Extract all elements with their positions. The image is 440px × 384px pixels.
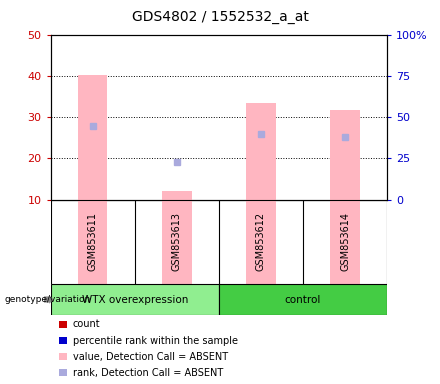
Bar	[162, 200, 191, 284]
Text: percentile rank within the sample: percentile rank within the sample	[73, 336, 238, 346]
Text: GSM853611: GSM853611	[88, 212, 98, 271]
Bar	[78, 200, 107, 284]
Text: WTX overexpression: WTX overexpression	[81, 295, 188, 305]
Text: count: count	[73, 319, 100, 329]
Bar	[330, 110, 360, 200]
Bar	[246, 200, 276, 284]
Bar	[219, 284, 387, 315]
Bar	[51, 284, 219, 315]
Text: rank, Detection Call = ABSENT: rank, Detection Call = ABSENT	[73, 368, 223, 378]
Text: control: control	[285, 295, 321, 305]
Text: GSM853612: GSM853612	[256, 212, 266, 271]
Text: GDS4802 / 1552532_a_at: GDS4802 / 1552532_a_at	[132, 10, 308, 24]
Bar	[162, 191, 191, 200]
Text: value, Detection Call = ABSENT: value, Detection Call = ABSENT	[73, 352, 228, 362]
Bar	[246, 103, 276, 200]
Bar	[330, 200, 360, 284]
Text: GSM853614: GSM853614	[340, 212, 350, 271]
Bar	[78, 74, 107, 200]
Text: genotype/variation: genotype/variation	[4, 295, 91, 304]
Text: GSM853613: GSM853613	[172, 212, 182, 271]
